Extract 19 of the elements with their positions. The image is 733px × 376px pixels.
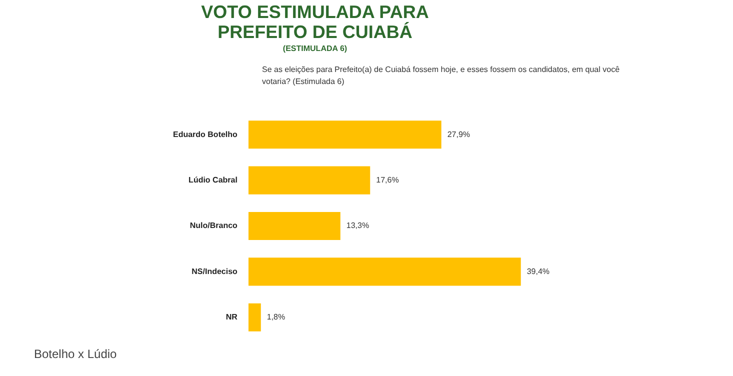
y-tick-label: NR — [226, 312, 238, 322]
data-label: 27,9% — [447, 130, 470, 139]
chart-subtitle: (ESTIMULADA 6) — [282, 44, 348, 53]
data-label: 17,6% — [376, 176, 399, 185]
bar — [248, 303, 261, 332]
chart-title: VOTO ESTIMULADA PARA PREFEITO DE CUIABÁ — [200, 2, 430, 42]
y-tick-label: NS/Indeciso — [192, 266, 238, 276]
bar — [248, 120, 442, 149]
bar — [248, 212, 340, 240]
text: Se as eleições para Prefeito(a) de Cuiabá fossem hoje, e esses fossem os candidatos, em qual você votaria? (Estimulada 6) — [262, 64, 621, 88]
bar — [248, 166, 370, 194]
data-label: 1,8% — [266, 312, 286, 322]
data-label: 39,4% — [526, 266, 550, 276]
text: Botelho x Lúdio — [34, 347, 117, 361]
y-tick-label: Lúdio Cabral — [188, 176, 238, 185]
y-tick-label: Nulo/Branco — [190, 221, 238, 230]
y-tick-label: Eduardo Botelho — [172, 130, 238, 139]
bar — [248, 258, 521, 286]
data-label: 13,3% — [346, 221, 370, 230]
